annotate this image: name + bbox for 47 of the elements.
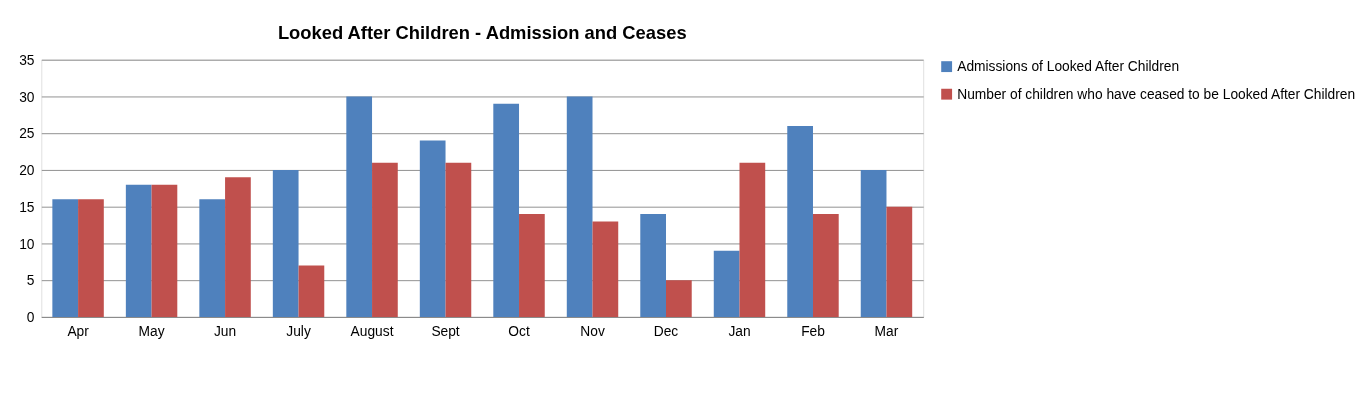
bar xyxy=(199,199,226,317)
x-tick-label: July xyxy=(286,323,311,339)
x-tick-label: Jan xyxy=(728,323,751,339)
x-tick-label: Jun xyxy=(213,323,237,339)
x-tick-label: Sept xyxy=(431,323,460,339)
x-tick-label: May xyxy=(138,323,165,339)
x-tick-label: Dec xyxy=(653,323,679,339)
legend-label: Number of children who have ceased to be Looked After Children xyxy=(957,86,1356,102)
x-tick-label: August xyxy=(350,323,394,339)
bar xyxy=(125,184,152,317)
bar xyxy=(78,199,104,317)
bar xyxy=(592,221,619,317)
bar xyxy=(860,169,887,317)
chart-title: Looked After Children - Admission and Ceases xyxy=(277,21,687,43)
bar xyxy=(666,280,692,317)
x-tick-label: Oct xyxy=(508,323,530,339)
bar xyxy=(419,140,446,317)
bar xyxy=(52,199,79,317)
y-tick-label: 5 xyxy=(26,273,35,289)
bar xyxy=(346,96,373,317)
bar xyxy=(225,177,251,317)
bar xyxy=(272,169,299,317)
x-tick-label: Mar xyxy=(874,323,899,339)
x-tick-label: Nov xyxy=(580,323,605,339)
y-tick-label: 35 xyxy=(19,52,35,68)
bar xyxy=(812,214,839,317)
bar xyxy=(519,214,545,317)
bar xyxy=(787,125,813,317)
bar xyxy=(445,162,472,317)
bar xyxy=(298,265,325,317)
bar xyxy=(151,184,178,317)
bar xyxy=(886,206,913,317)
y-tick-label: 30 xyxy=(19,89,35,105)
bar xyxy=(713,250,740,317)
bar xyxy=(739,162,766,317)
y-tick-label: 10 xyxy=(19,236,35,252)
bar xyxy=(566,96,593,317)
x-tick-label: Feb xyxy=(801,323,826,339)
legend-label: Admissions of Looked After Children xyxy=(957,59,1180,75)
y-tick-label: 25 xyxy=(19,126,35,142)
y-tick-label: 0 xyxy=(26,310,35,326)
y-tick-label: 20 xyxy=(19,163,35,179)
bar xyxy=(640,214,667,317)
bar xyxy=(372,162,398,317)
bar xyxy=(493,103,520,317)
x-tick-label: Apr xyxy=(67,323,90,339)
y-tick-label: 15 xyxy=(19,199,35,215)
